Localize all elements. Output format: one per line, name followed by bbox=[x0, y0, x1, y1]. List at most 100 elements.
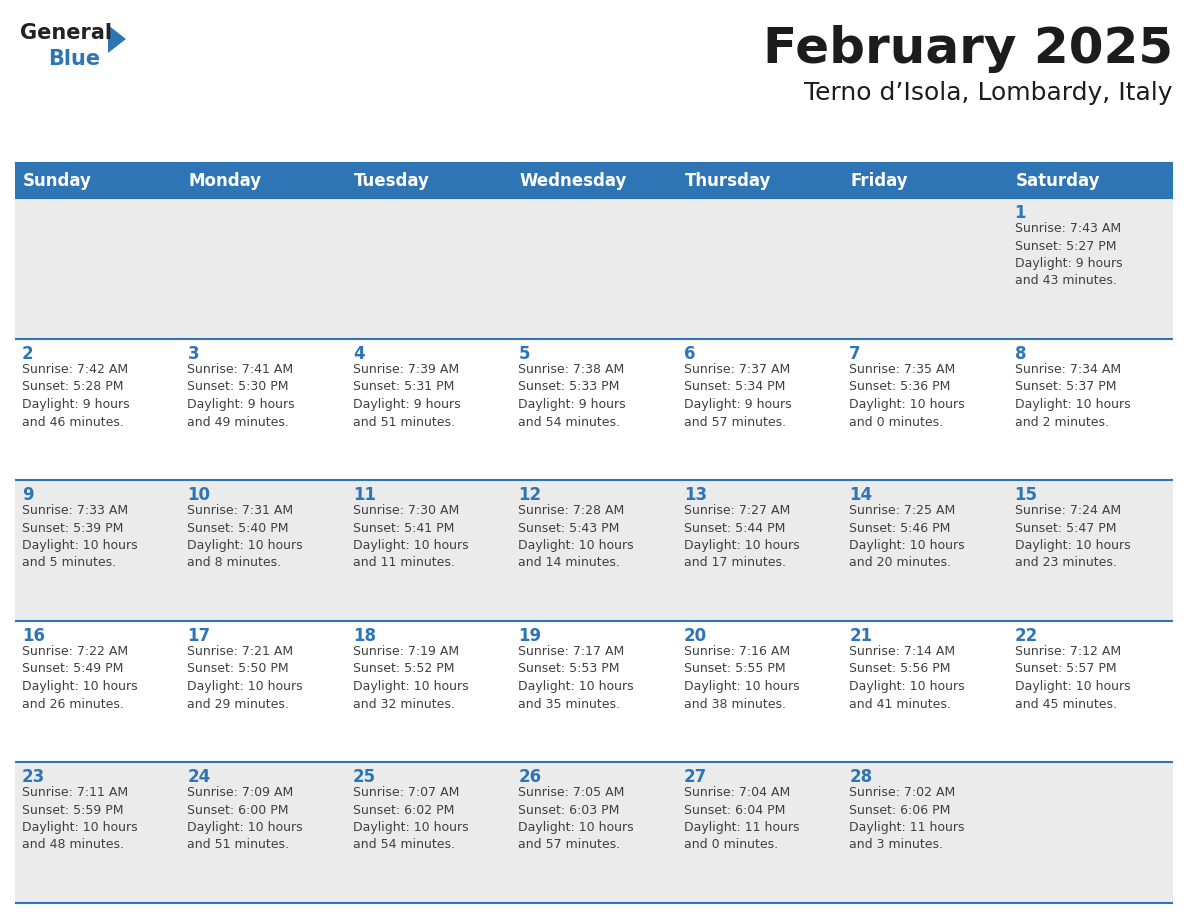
Bar bbox=[511, 480, 677, 621]
Text: 6: 6 bbox=[684, 345, 695, 363]
Text: 23: 23 bbox=[23, 768, 45, 786]
Text: 12: 12 bbox=[518, 486, 542, 504]
Bar bbox=[346, 621, 511, 762]
Text: 19: 19 bbox=[518, 627, 542, 645]
Bar bbox=[15, 339, 181, 480]
Bar bbox=[842, 762, 1007, 903]
Bar bbox=[346, 480, 511, 621]
Bar bbox=[1007, 163, 1173, 198]
Text: 5: 5 bbox=[518, 345, 530, 363]
Text: Terno d’Isola, Lombardy, Italy: Terno d’Isola, Lombardy, Italy bbox=[804, 81, 1173, 105]
Text: Saturday: Saturday bbox=[1016, 172, 1100, 189]
Text: Thursday: Thursday bbox=[684, 172, 771, 189]
Text: 7: 7 bbox=[849, 345, 861, 363]
Text: Sunrise: 7:21 AM
Sunset: 5:50 PM
Daylight: 10 hours
and 29 minutes.: Sunrise: 7:21 AM Sunset: 5:50 PM Dayligh… bbox=[188, 645, 303, 711]
Text: 17: 17 bbox=[188, 627, 210, 645]
Text: Sunrise: 7:09 AM
Sunset: 6:00 PM
Daylight: 10 hours
and 51 minutes.: Sunrise: 7:09 AM Sunset: 6:00 PM Dayligh… bbox=[188, 786, 303, 852]
Text: 8: 8 bbox=[1015, 345, 1026, 363]
Bar bbox=[1007, 339, 1173, 480]
Bar bbox=[15, 163, 181, 198]
Text: Sunrise: 7:41 AM
Sunset: 5:30 PM
Daylight: 9 hours
and 49 minutes.: Sunrise: 7:41 AM Sunset: 5:30 PM Dayligh… bbox=[188, 363, 295, 429]
Bar bbox=[677, 339, 842, 480]
Bar bbox=[1007, 621, 1173, 762]
Text: 25: 25 bbox=[353, 768, 375, 786]
Bar bbox=[677, 198, 842, 339]
Bar bbox=[511, 621, 677, 762]
Bar bbox=[511, 339, 677, 480]
Text: General: General bbox=[20, 23, 112, 43]
Text: Sunrise: 7:19 AM
Sunset: 5:52 PM
Daylight: 10 hours
and 32 minutes.: Sunrise: 7:19 AM Sunset: 5:52 PM Dayligh… bbox=[353, 645, 468, 711]
Text: 18: 18 bbox=[353, 627, 375, 645]
Text: Wednesday: Wednesday bbox=[519, 172, 626, 189]
Text: 2: 2 bbox=[23, 345, 33, 363]
Bar bbox=[511, 762, 677, 903]
Bar bbox=[15, 762, 181, 903]
Text: Monday: Monday bbox=[189, 172, 261, 189]
Text: Friday: Friday bbox=[851, 172, 908, 189]
Text: 11: 11 bbox=[353, 486, 375, 504]
Text: 21: 21 bbox=[849, 627, 872, 645]
Text: 28: 28 bbox=[849, 768, 872, 786]
Bar bbox=[15, 480, 181, 621]
Bar bbox=[1007, 480, 1173, 621]
Text: February 2025: February 2025 bbox=[763, 25, 1173, 73]
Text: Sunrise: 7:14 AM
Sunset: 5:56 PM
Daylight: 10 hours
and 41 minutes.: Sunrise: 7:14 AM Sunset: 5:56 PM Dayligh… bbox=[849, 645, 965, 711]
Bar bbox=[842, 480, 1007, 621]
Bar bbox=[842, 163, 1007, 198]
Text: 24: 24 bbox=[188, 768, 210, 786]
Bar bbox=[1007, 762, 1173, 903]
Text: 10: 10 bbox=[188, 486, 210, 504]
Text: Sunrise: 7:11 AM
Sunset: 5:59 PM
Daylight: 10 hours
and 48 minutes.: Sunrise: 7:11 AM Sunset: 5:59 PM Dayligh… bbox=[23, 786, 138, 852]
Text: Sunrise: 7:16 AM
Sunset: 5:55 PM
Daylight: 10 hours
and 38 minutes.: Sunrise: 7:16 AM Sunset: 5:55 PM Dayligh… bbox=[684, 645, 800, 711]
Text: Sunrise: 7:30 AM
Sunset: 5:41 PM
Daylight: 10 hours
and 11 minutes.: Sunrise: 7:30 AM Sunset: 5:41 PM Dayligh… bbox=[353, 504, 468, 569]
Text: Tuesday: Tuesday bbox=[354, 172, 430, 189]
Text: Sunrise: 7:04 AM
Sunset: 6:04 PM
Daylight: 11 hours
and 0 minutes.: Sunrise: 7:04 AM Sunset: 6:04 PM Dayligh… bbox=[684, 786, 800, 852]
Bar bbox=[677, 163, 842, 198]
Bar bbox=[181, 480, 346, 621]
Text: Sunrise: 7:34 AM
Sunset: 5:37 PM
Daylight: 10 hours
and 2 minutes.: Sunrise: 7:34 AM Sunset: 5:37 PM Dayligh… bbox=[1015, 363, 1130, 429]
Bar bbox=[181, 163, 346, 198]
Bar bbox=[15, 198, 181, 339]
Text: Sunrise: 7:31 AM
Sunset: 5:40 PM
Daylight: 10 hours
and 8 minutes.: Sunrise: 7:31 AM Sunset: 5:40 PM Dayligh… bbox=[188, 504, 303, 569]
Text: Sunrise: 7:12 AM
Sunset: 5:57 PM
Daylight: 10 hours
and 45 minutes.: Sunrise: 7:12 AM Sunset: 5:57 PM Dayligh… bbox=[1015, 645, 1130, 711]
Text: 26: 26 bbox=[518, 768, 542, 786]
Text: 20: 20 bbox=[684, 627, 707, 645]
Bar bbox=[181, 198, 346, 339]
Text: Sunrise: 7:37 AM
Sunset: 5:34 PM
Daylight: 9 hours
and 57 minutes.: Sunrise: 7:37 AM Sunset: 5:34 PM Dayligh… bbox=[684, 363, 791, 429]
Text: Sunrise: 7:33 AM
Sunset: 5:39 PM
Daylight: 10 hours
and 5 minutes.: Sunrise: 7:33 AM Sunset: 5:39 PM Dayligh… bbox=[23, 504, 138, 569]
Bar bbox=[181, 339, 346, 480]
Text: 22: 22 bbox=[1015, 627, 1038, 645]
Text: Sunrise: 7:17 AM
Sunset: 5:53 PM
Daylight: 10 hours
and 35 minutes.: Sunrise: 7:17 AM Sunset: 5:53 PM Dayligh… bbox=[518, 645, 634, 711]
Bar bbox=[677, 621, 842, 762]
Bar bbox=[677, 480, 842, 621]
Bar bbox=[346, 198, 511, 339]
Bar bbox=[511, 163, 677, 198]
Text: Blue: Blue bbox=[48, 49, 100, 69]
Text: 13: 13 bbox=[684, 486, 707, 504]
Text: 15: 15 bbox=[1015, 486, 1037, 504]
Bar bbox=[842, 198, 1007, 339]
Text: Sunday: Sunday bbox=[23, 172, 91, 189]
Text: 27: 27 bbox=[684, 768, 707, 786]
Text: Sunrise: 7:39 AM
Sunset: 5:31 PM
Daylight: 9 hours
and 51 minutes.: Sunrise: 7:39 AM Sunset: 5:31 PM Dayligh… bbox=[353, 363, 461, 429]
Text: Sunrise: 7:07 AM
Sunset: 6:02 PM
Daylight: 10 hours
and 54 minutes.: Sunrise: 7:07 AM Sunset: 6:02 PM Dayligh… bbox=[353, 786, 468, 852]
Text: Sunrise: 7:38 AM
Sunset: 5:33 PM
Daylight: 9 hours
and 54 minutes.: Sunrise: 7:38 AM Sunset: 5:33 PM Dayligh… bbox=[518, 363, 626, 429]
Bar bbox=[842, 339, 1007, 480]
Text: 4: 4 bbox=[353, 345, 365, 363]
Polygon shape bbox=[108, 25, 126, 53]
Text: Sunrise: 7:02 AM
Sunset: 6:06 PM
Daylight: 11 hours
and 3 minutes.: Sunrise: 7:02 AM Sunset: 6:06 PM Dayligh… bbox=[849, 786, 965, 852]
Text: 14: 14 bbox=[849, 486, 872, 504]
Text: 3: 3 bbox=[188, 345, 200, 363]
Text: 9: 9 bbox=[23, 486, 33, 504]
Bar bbox=[346, 339, 511, 480]
Bar bbox=[511, 198, 677, 339]
Bar bbox=[346, 163, 511, 198]
Text: Sunrise: 7:35 AM
Sunset: 5:36 PM
Daylight: 10 hours
and 0 minutes.: Sunrise: 7:35 AM Sunset: 5:36 PM Dayligh… bbox=[849, 363, 965, 429]
Text: Sunrise: 7:24 AM
Sunset: 5:47 PM
Daylight: 10 hours
and 23 minutes.: Sunrise: 7:24 AM Sunset: 5:47 PM Dayligh… bbox=[1015, 504, 1130, 569]
Bar bbox=[677, 762, 842, 903]
Text: Sunrise: 7:27 AM
Sunset: 5:44 PM
Daylight: 10 hours
and 17 minutes.: Sunrise: 7:27 AM Sunset: 5:44 PM Dayligh… bbox=[684, 504, 800, 569]
Text: Sunrise: 7:22 AM
Sunset: 5:49 PM
Daylight: 10 hours
and 26 minutes.: Sunrise: 7:22 AM Sunset: 5:49 PM Dayligh… bbox=[23, 645, 138, 711]
Bar bbox=[842, 621, 1007, 762]
Text: Sunrise: 7:25 AM
Sunset: 5:46 PM
Daylight: 10 hours
and 20 minutes.: Sunrise: 7:25 AM Sunset: 5:46 PM Dayligh… bbox=[849, 504, 965, 569]
Text: 1: 1 bbox=[1015, 204, 1026, 222]
